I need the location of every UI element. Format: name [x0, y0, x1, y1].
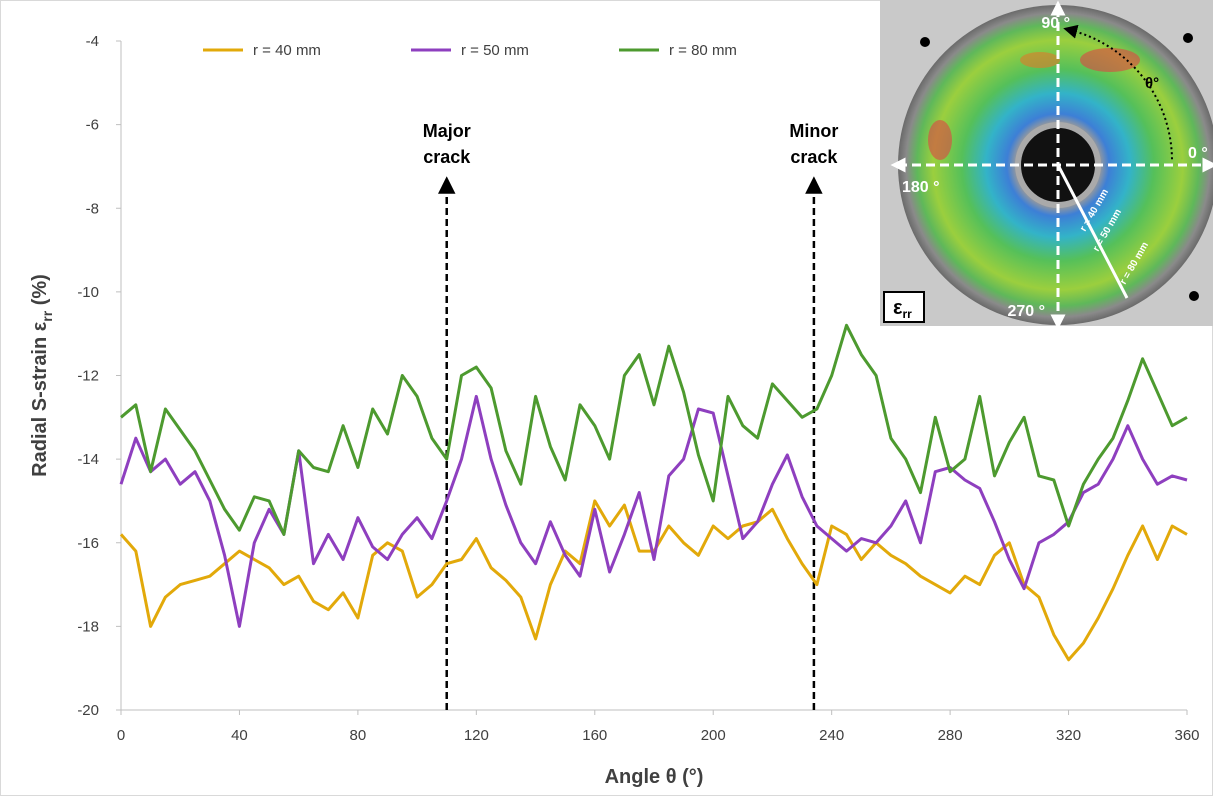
inset-angle-label: 180 °	[902, 179, 940, 196]
x-tick-label: 320	[1056, 727, 1081, 744]
y-tick-label: -14	[77, 451, 99, 468]
y-tick-label: -4	[86, 33, 99, 50]
y-axis-title: Radial S-strain εrr (%)	[29, 274, 55, 477]
x-tick-label: 120	[464, 727, 489, 744]
dot	[1183, 33, 1193, 43]
annotation-text: crack	[790, 147, 838, 167]
theta-arc	[1063, 24, 1174, 163]
y-tick-label: -8	[86, 200, 99, 217]
x-axis-title: Angle θ (°)	[605, 766, 704, 788]
y-tick-label: -12	[77, 368, 99, 385]
inset-symbol-main: ε	[893, 297, 903, 319]
inset-angle-label: 0 °	[1188, 145, 1208, 162]
x-tick-label: 280	[938, 727, 963, 744]
annotation-text: crack	[423, 147, 471, 167]
y-axis-title-unit: (%)	[29, 274, 51, 311]
x-tick-label: 0	[117, 727, 125, 744]
strain-patch	[928, 120, 952, 160]
x-tick-label: 160	[582, 727, 607, 744]
strain-patch	[1080, 48, 1140, 72]
x-tick-label: 40	[231, 727, 248, 744]
x-tick-label: 240	[819, 727, 844, 744]
radius-line	[1056, 164, 1129, 299]
y-tick-label: -10	[77, 284, 99, 301]
inset-symbol-sub: rr	[903, 307, 913, 321]
dot	[920, 37, 930, 47]
strain-patch	[1020, 52, 1060, 68]
x-tick-label: 200	[701, 727, 726, 744]
x-tick-label: 80	[350, 727, 367, 744]
annotation-text: Minor	[789, 121, 838, 141]
series-line	[120, 323, 1188, 536]
x-tick-label: 360	[1174, 727, 1199, 744]
y-axis-title-text: Radial S-strain ε	[29, 321, 51, 477]
y-tick-label: -18	[77, 618, 99, 635]
legend-label: r = 40 mm	[253, 42, 321, 59]
y-tick-label: -16	[77, 535, 99, 552]
inset-image: 90 °0 °180 °270 °θ°r = 40 mmr = 50 mmr =…	[880, 0, 1213, 330]
symbol-box	[883, 291, 925, 323]
inset-theta-label: θ°	[1145, 75, 1159, 92]
inset-angle-label: 270 °	[1007, 303, 1045, 320]
annotation-text: Major	[423, 121, 471, 141]
dot	[1189, 291, 1199, 301]
y-axis-title-sub: rr	[39, 310, 55, 321]
y-tick-label: -6	[86, 117, 99, 134]
inset-symbol: εrr	[893, 297, 912, 321]
y-tick-label: -20	[77, 702, 99, 719]
inset-angle-label: 90 °	[1041, 15, 1070, 32]
legend-label: r = 50 mm	[461, 42, 529, 59]
legend-label: r = 80 mm	[669, 42, 737, 59]
